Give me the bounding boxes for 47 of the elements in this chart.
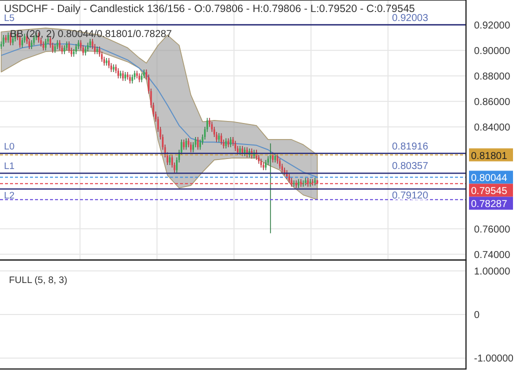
text: -1.00000 (474, 354, 514, 365)
ref-line-label: L2 (4, 190, 15, 202)
candlestick (122, 70, 124, 82)
y-tick-label: 0.74000 (474, 250, 511, 261)
candlestick (136, 70, 138, 79)
chart-title: USDCHF - Daily - Candlestick 136/156 - O:0.79806 - H:0.79806 - L:0.79520 - C:0.79545 (4, 3, 416, 15)
y-tick-label: 0.88000 (474, 71, 511, 82)
ref-line-label: 0.80044 (471, 173, 508, 184)
y-tick-label: 0.84000 (474, 122, 511, 134)
annotation: 0.81916 (392, 141, 429, 152)
candlestick (190, 142, 192, 153)
candlestick (168, 154, 171, 166)
text: 0 (474, 310, 480, 321)
ref-line-label: L1 (4, 161, 15, 172)
ref-line-label: L0 (4, 141, 15, 152)
candlestick (68, 41, 70, 54)
text: 1.00000 (474, 266, 511, 278)
candlestick (2, 34, 4, 47)
candlestick (220, 132, 222, 146)
annotation: 0.80357 (392, 161, 429, 172)
y-tick-label: 0.76000 (474, 224, 511, 236)
candlestick (58, 40, 61, 51)
candlestick (270, 142, 272, 234)
candlestick (21, 37, 24, 48)
ref-line-label: 0.78287 (471, 199, 508, 210)
y-tick-label: 0.86000 (474, 96, 511, 108)
candlestick (225, 138, 227, 149)
candlestick (197, 136, 199, 150)
y-tick-label: 0.90000 (474, 46, 511, 57)
candlestick (75, 44, 77, 55)
annotation: 0.79120 (392, 190, 429, 202)
candlestick (230, 136, 232, 148)
candlestick (44, 38, 46, 51)
candlestick (7, 32, 10, 44)
candlestick (28, 38, 30, 50)
ref-line-label: 0.79545 (471, 186, 508, 198)
candlestick (264, 160, 267, 171)
candlestick (279, 158, 281, 170)
text: FULL (5, 8, 3) (9, 275, 68, 286)
y-tick-label: 0.92000 (474, 20, 511, 32)
annotation: 0.92003 (392, 12, 429, 24)
candlestick (108, 58, 110, 69)
ref-line-label: 0.81801 (471, 150, 508, 162)
candlestick (234, 140, 236, 152)
ref-line-label: L5 (4, 12, 15, 24)
candlestick (117, 68, 120, 79)
candlestick (183, 139, 185, 150)
